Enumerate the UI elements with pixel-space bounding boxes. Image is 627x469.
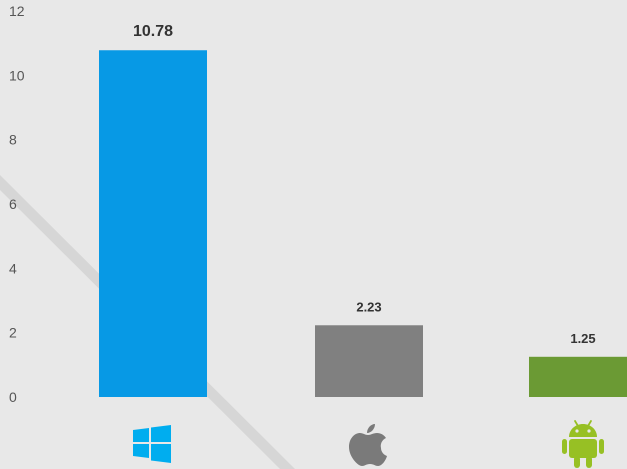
value-label-android: 1.25 bbox=[570, 331, 595, 346]
y-tick-label: 4 bbox=[9, 260, 17, 276]
value-label-apple: 2.23 bbox=[356, 299, 381, 314]
value-label-windows: 10.78 bbox=[133, 23, 173, 40]
bar-apple bbox=[315, 325, 423, 397]
bars bbox=[99, 50, 627, 397]
y-tick-label: 2 bbox=[9, 325, 17, 341]
y-tick-label: 10 bbox=[9, 67, 25, 83]
y-tick-label: 12 bbox=[9, 3, 25, 19]
bar-android bbox=[529, 356, 627, 397]
bar-windows bbox=[99, 50, 207, 397]
apple-logo-icon bbox=[349, 424, 387, 466]
y-tick-label: 0 bbox=[9, 389, 17, 405]
y-tick-label: 6 bbox=[9, 196, 17, 212]
y-axis: 0 2 4 6 8 10 12 bbox=[9, 3, 25, 405]
data-labels: 10.78 2.23 1.25 bbox=[133, 23, 596, 346]
y-tick-label: 8 bbox=[9, 132, 17, 148]
windows-logo-icon bbox=[133, 425, 171, 463]
android-logo-icon bbox=[562, 420, 604, 468]
